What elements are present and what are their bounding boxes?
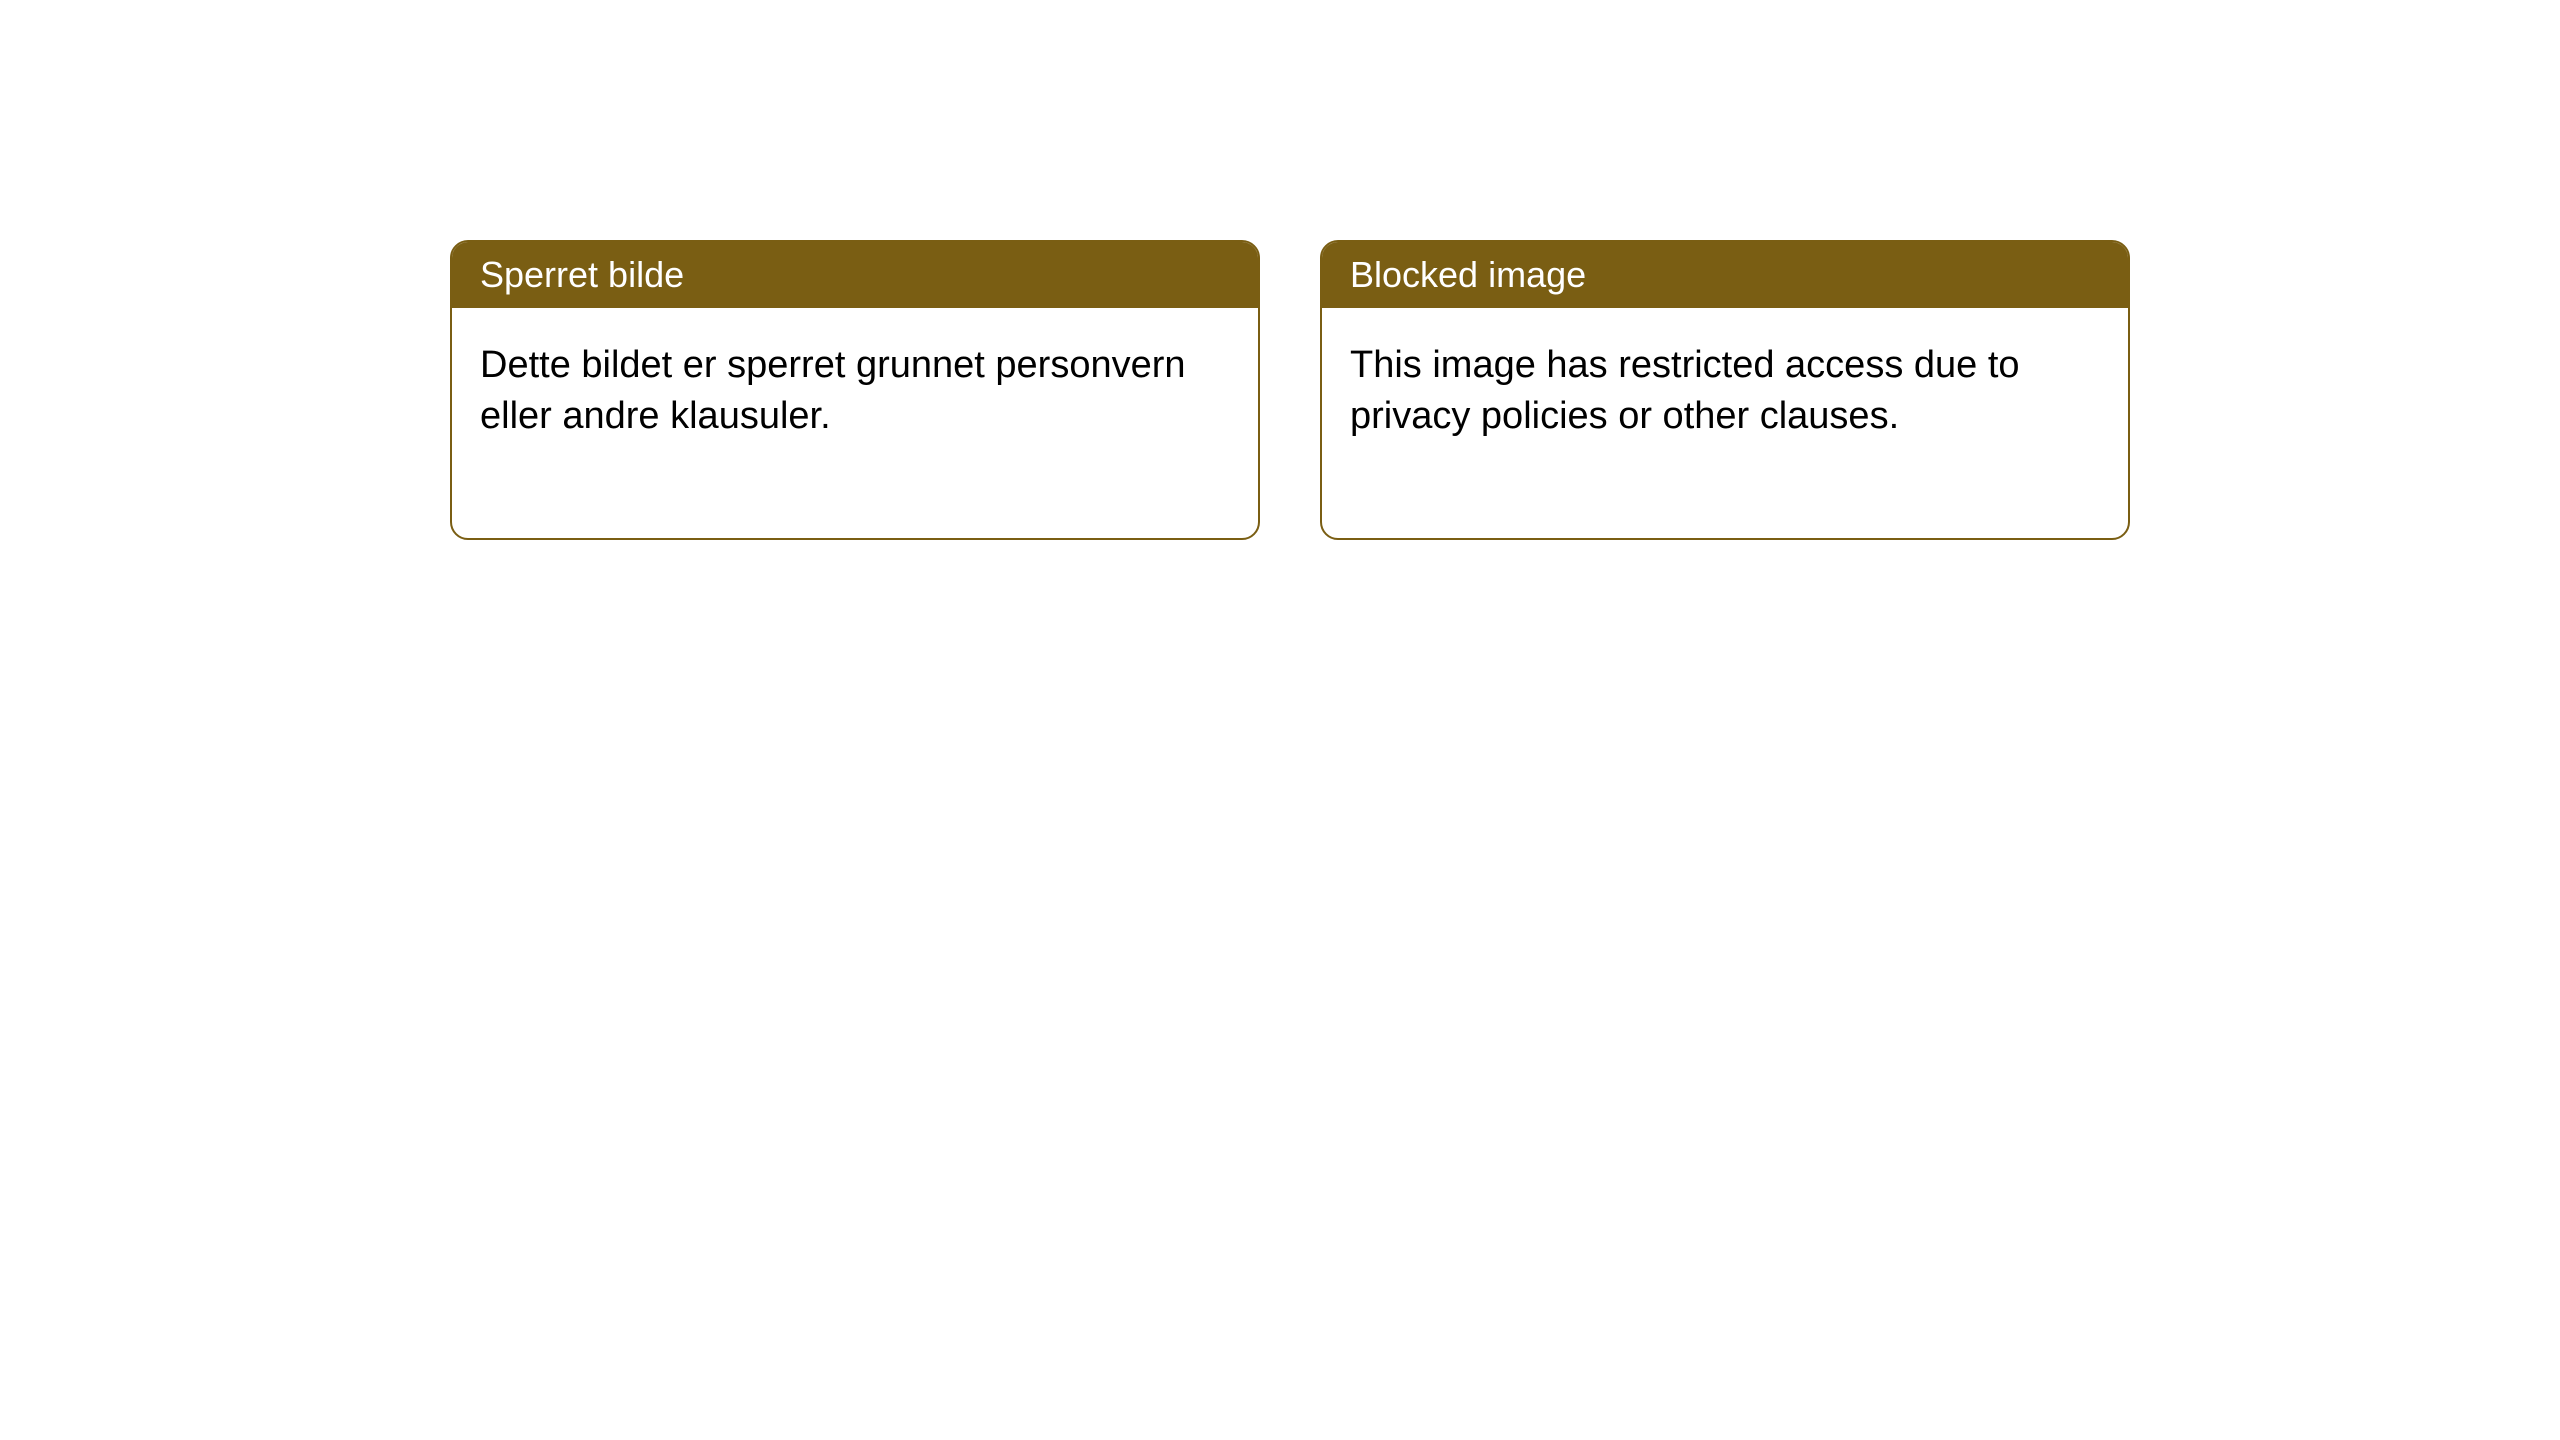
notice-message: Dette bildet er sperret grunnet personve…	[480, 340, 1230, 443]
notice-card-body: Dette bildet er sperret grunnet personve…	[452, 308, 1258, 538]
notice-card-header: Sperret bilde	[452, 242, 1258, 308]
notice-message: This image has restricted access due to …	[1350, 340, 2100, 443]
notice-title: Sperret bilde	[480, 254, 684, 295]
notice-title: Blocked image	[1350, 254, 1586, 295]
notice-card-english: Blocked image This image has restricted …	[1320, 240, 2130, 540]
notice-card-header: Blocked image	[1322, 242, 2128, 308]
notice-card-norwegian: Sperret bilde Dette bildet er sperret gr…	[450, 240, 1260, 540]
notice-card-body: This image has restricted access due to …	[1322, 308, 2128, 538]
notice-container: Sperret bilde Dette bildet er sperret gr…	[450, 240, 2130, 540]
